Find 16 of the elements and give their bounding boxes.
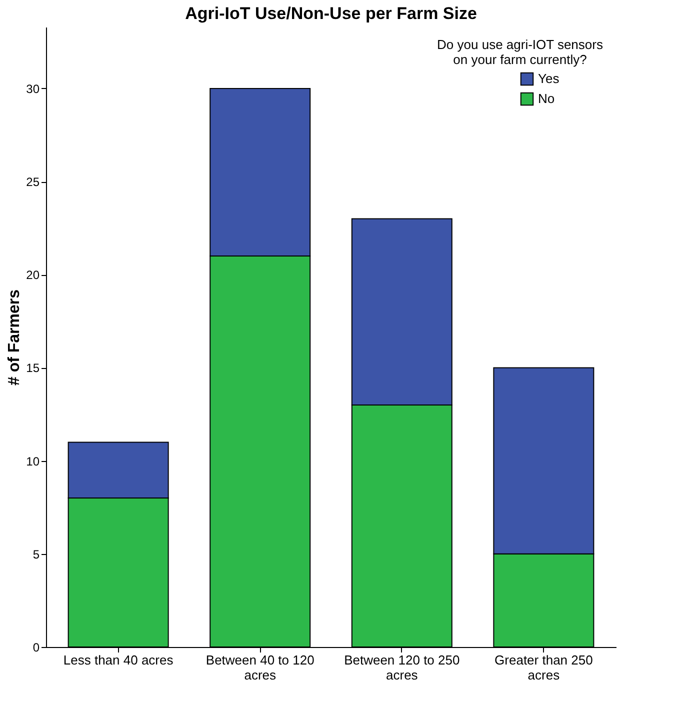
y-axis-title: # of Farmers xyxy=(6,289,24,386)
y-tick-label: 30 xyxy=(26,82,40,96)
y-tick-label: 25 xyxy=(26,175,40,190)
y-tick-label: 15 xyxy=(26,361,40,376)
x-tick-label: Less than 40 acres xyxy=(63,652,174,668)
legend-label: Yes xyxy=(538,71,560,86)
x-tick-label: Between 40 to 120 acres xyxy=(206,652,314,682)
y-tick-label: 0 xyxy=(32,640,40,654)
x-tick-label: Between 120 to 250 acres xyxy=(344,652,460,682)
y-tick-label: 10 xyxy=(26,454,40,468)
y-tick-label: 5 xyxy=(32,547,40,562)
legend-title: Do you use agri-IOT sensors on your farm currently? xyxy=(437,37,604,67)
x-tick-label: Greater than 250 acres xyxy=(494,652,593,682)
y-tick-label: 20 xyxy=(26,268,40,282)
legend-label: No xyxy=(538,91,555,106)
chart-title: Agri-IoT Use/Non-Use per Farm Size xyxy=(185,4,477,23)
